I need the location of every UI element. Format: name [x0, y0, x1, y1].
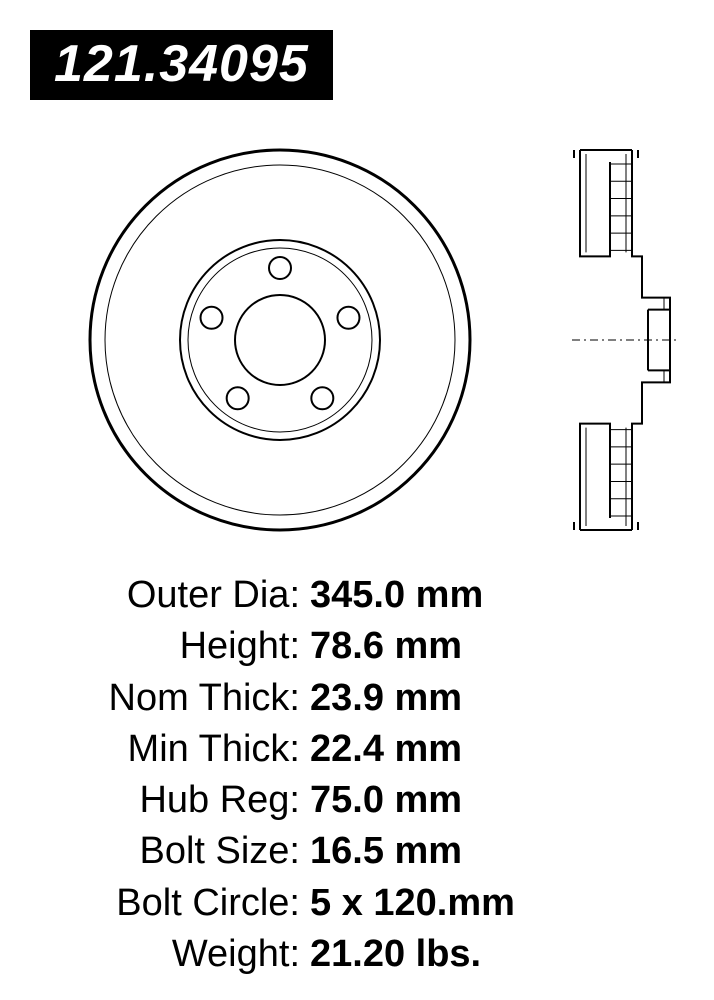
spec-value: 22.4 mm	[310, 724, 462, 775]
part-number-header: 121.34095	[30, 30, 333, 100]
spec-label: Bolt Circle:	[60, 878, 310, 929]
spec-row: Nom Thick:23.9 mm	[60, 673, 660, 724]
spec-value: 345.0 mm	[310, 570, 483, 621]
spec-row: Weight:21.20 lbs.	[60, 929, 660, 980]
spec-row: Bolt Size:16.5 mm	[60, 826, 660, 877]
spec-value: 21.20 lbs.	[310, 929, 481, 980]
spec-value: 75.0 mm	[310, 775, 462, 826]
spec-label: Hub Reg:	[60, 775, 310, 826]
spec-value: 23.9 mm	[310, 673, 462, 724]
spec-label: Height:	[60, 621, 310, 672]
spec-label: Nom Thick:	[60, 673, 310, 724]
spec-value: 78.6 mm	[310, 621, 462, 672]
spec-row: Height:78.6 mm	[60, 621, 660, 672]
spec-value: 5 x 120.mm	[310, 878, 515, 929]
rotor-diagram	[40, 130, 680, 550]
spec-row: Hub Reg:75.0 mm	[60, 775, 660, 826]
spec-label: Min Thick:	[60, 724, 310, 775]
spec-label: Bolt Size:	[60, 826, 310, 877]
spec-value: 16.5 mm	[310, 826, 462, 877]
spec-row: Min Thick:22.4 mm	[60, 724, 660, 775]
spec-label: Outer Dia:	[60, 570, 310, 621]
spec-table: Outer Dia:345.0 mmHeight:78.6 mmNom Thic…	[60, 570, 660, 980]
spec-label: Weight:	[60, 929, 310, 980]
spec-row: Outer Dia:345.0 mm	[60, 570, 660, 621]
spec-row: Bolt Circle:5 x 120.mm	[60, 878, 660, 929]
